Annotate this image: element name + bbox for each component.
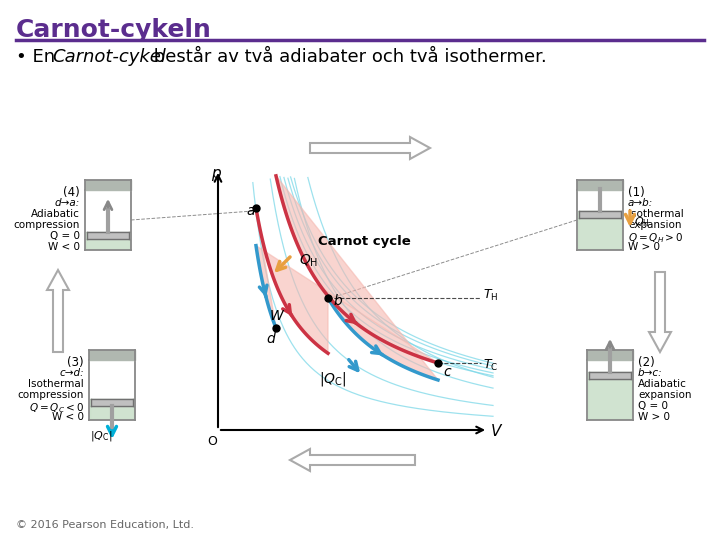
- Text: Carnot cycle: Carnot cycle: [318, 235, 410, 248]
- Text: $Q = Q_C < 0$: $Q = Q_C < 0$: [29, 401, 84, 415]
- Polygon shape: [290, 449, 415, 471]
- Text: Q = 0: Q = 0: [50, 231, 80, 241]
- Text: © 2016 Pearson Education, Ltd.: © 2016 Pearson Education, Ltd.: [16, 520, 194, 530]
- Text: W > 0: W > 0: [638, 412, 670, 422]
- Text: Isothermal: Isothermal: [28, 379, 84, 389]
- Text: expansion: expansion: [628, 220, 682, 230]
- Text: $T_{\rm H}$: $T_{\rm H}$: [483, 287, 498, 302]
- Text: • En: • En: [16, 48, 61, 66]
- Text: d: d: [266, 332, 275, 346]
- Polygon shape: [310, 137, 430, 159]
- Text: W < 0: W < 0: [48, 242, 80, 252]
- Text: c: c: [443, 365, 451, 379]
- Text: c→d:: c→d:: [59, 368, 84, 378]
- Text: b→c:: b→c:: [638, 368, 662, 378]
- Text: $T_{\rm C}$: $T_{\rm C}$: [483, 357, 498, 373]
- Polygon shape: [649, 272, 671, 352]
- Text: (3): (3): [68, 356, 84, 369]
- Text: (4): (4): [63, 186, 80, 199]
- Text: $|Q_{\rm C}|$: $|Q_{\rm C}|$: [90, 429, 112, 443]
- Text: Isothermal: Isothermal: [628, 209, 684, 219]
- Text: expansion: expansion: [638, 390, 691, 400]
- Text: O: O: [207, 435, 217, 448]
- Text: Adiabatic: Adiabatic: [638, 379, 687, 389]
- Text: Q = 0: Q = 0: [638, 401, 668, 411]
- Text: W: W: [270, 309, 284, 323]
- Text: $Q = Q_H > 0$: $Q = Q_H > 0$: [628, 231, 683, 245]
- Text: (1): (1): [628, 186, 644, 199]
- Text: b: b: [333, 294, 342, 308]
- Text: a→b:: a→b:: [628, 198, 653, 208]
- Text: består av två adiabater och två isothermer.: består av två adiabater och två isotherm…: [148, 48, 546, 66]
- Text: V: V: [491, 424, 501, 440]
- Text: W > 0: W > 0: [628, 242, 660, 252]
- Text: a: a: [246, 204, 254, 218]
- Text: d→a:: d→a:: [55, 198, 80, 208]
- Text: W < 0: W < 0: [52, 412, 84, 422]
- Text: Adiabatic: Adiabatic: [31, 209, 80, 219]
- Text: (2): (2): [638, 356, 654, 369]
- Text: $Q_{\rm H}$: $Q_{\rm H}$: [299, 253, 318, 269]
- Text: Carnot-cykeln: Carnot-cykeln: [16, 18, 212, 42]
- Text: p: p: [211, 166, 221, 181]
- Text: Carnot-cykel: Carnot-cykel: [52, 48, 166, 66]
- Polygon shape: [47, 270, 69, 352]
- Text: compression: compression: [14, 220, 80, 230]
- Text: compression: compression: [17, 390, 84, 400]
- Text: $|Q_{\rm C}|$: $|Q_{\rm C}|$: [319, 369, 346, 388]
- Text: $Q_{\rm H}$: $Q_{\rm H}$: [634, 215, 649, 229]
- Polygon shape: [256, 176, 438, 380]
